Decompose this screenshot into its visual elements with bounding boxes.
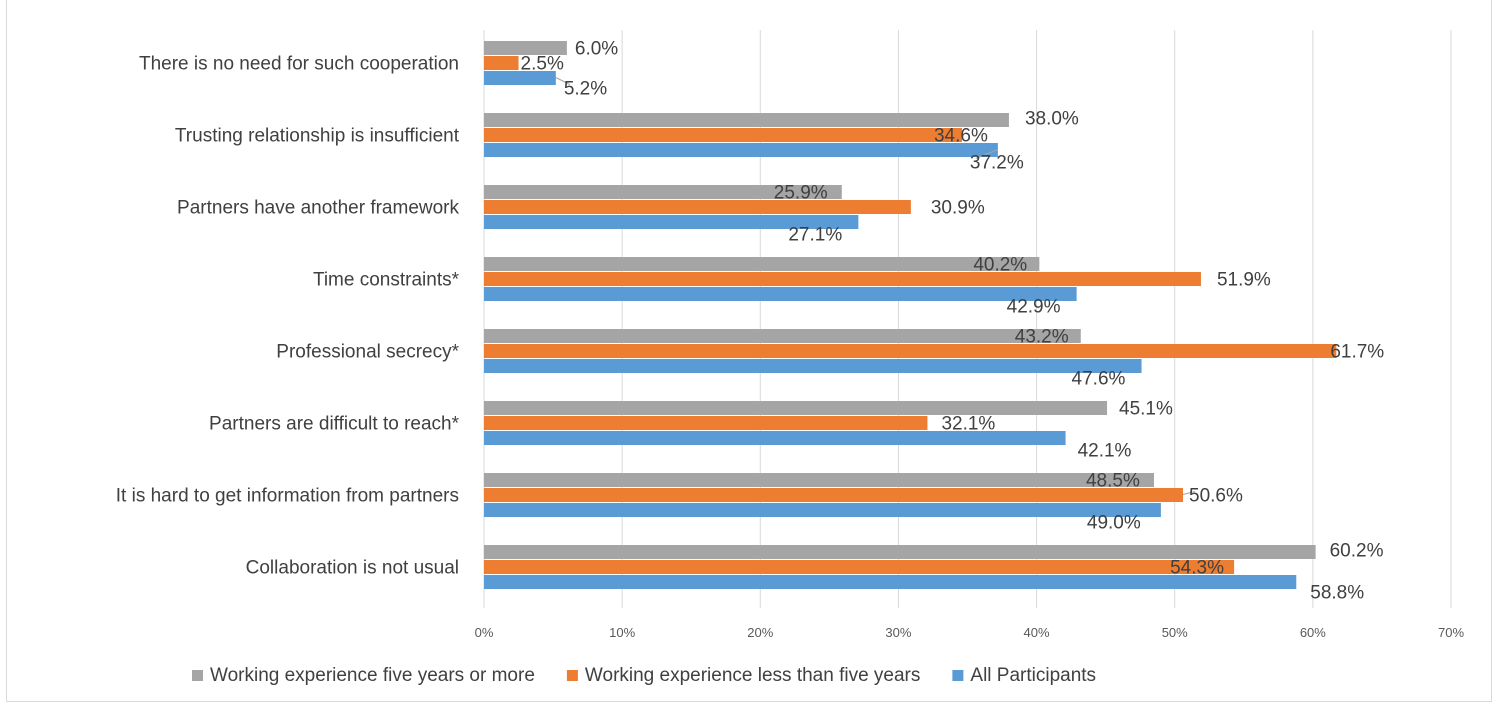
leader-line [979,260,1040,264]
data-label: 60.2% [1330,541,1384,562]
category-label: Partners are difficult to reach* [209,414,460,435]
x-tick-labels: 0% 10% 20% 30% 40% 50% 60% 70% [475,625,1465,640]
bar [484,185,842,199]
data-label: 43.2% [1015,327,1069,348]
x-tick-label: 20% [747,625,773,640]
legend-entry: Working experience less than five years [585,665,920,686]
bar [484,488,1184,502]
category-label: It is hard to get information from partn… [116,486,459,507]
bar [484,416,928,430]
x-tick-label: 10% [609,625,635,640]
legend-swatch [192,670,203,681]
data-label: 42.9% [1007,297,1061,318]
category-label: There is no need for such cooperation [139,54,459,75]
bar [484,287,1077,301]
leader-lines [555,77,1196,495]
data-labels: 6.0% 2.5%5.2% 38.0% 34.6% 37.2% 25.9% 30.9% 27.… [521,39,1385,604]
bar [484,503,1161,517]
data-label: 50.6% [1189,486,1243,507]
data-label: 30.9% [931,198,985,219]
bar [484,113,1009,127]
category-label: Collaboration is not usual [246,558,459,579]
category-label: Time constraints* [313,270,460,291]
bar [484,431,1066,445]
x-tick-label: 30% [885,625,911,640]
bar [484,215,859,229]
bar-chart: There is no need for such cooperation Tru… [116,30,1465,686]
data-label: 47.6% [1072,369,1126,390]
data-label: 32.1% [941,414,995,435]
x-tick-label: 40% [1024,625,1050,640]
data-label: 48.5% [1086,471,1140,492]
legend: Working experience five years or more Wor… [192,665,1096,686]
x-tick-label: 60% [1300,625,1326,640]
data-label: 25.9% [774,183,828,204]
legend-entry: All Participants [970,665,1096,686]
category-label: Partners have another framework [177,198,459,219]
chart-frame: There is no need for such cooperation Tru… [6,0,1492,702]
data-label: 34.6% [934,126,988,147]
bar [484,71,556,85]
bar [484,41,567,55]
leader-line [1182,491,1196,495]
legend-swatch [566,670,578,681]
bar [484,143,998,157]
category-label: Trusting relationship is insufficient [175,126,460,147]
bar [484,272,1201,286]
leader-line [1091,476,1155,480]
data-label: 37.2% [970,153,1024,174]
bars [484,41,1337,589]
x-tick-label: 0% [475,625,494,640]
category-labels: There is no need for such cooperation Tru… [116,54,460,579]
data-label: 38.0% [1025,109,1079,130]
data-label: 6.0% [575,39,618,60]
legend-entry: Working experience five years or more [210,665,535,686]
bar [484,329,1081,343]
bar [484,560,1235,574]
data-label: 42.1% [1078,441,1132,462]
bar [484,128,962,142]
bar [484,200,911,214]
legend-swatch [952,670,964,681]
data-label: 49.0% [1087,513,1141,534]
bar [484,473,1154,487]
bar [484,56,519,70]
data-label: 61.7% [1330,342,1384,363]
data-label: 5.2% [564,79,607,100]
bar [484,359,1142,373]
x-tick-label: 70% [1438,625,1464,640]
data-label: 51.9% [1217,270,1271,291]
leader-line [975,149,999,159]
bar [484,401,1108,415]
bar [484,257,1040,271]
leader-line [555,77,571,85]
data-label: 27.1% [788,225,842,246]
x-tick-label: 50% [1162,625,1188,640]
category-label: Professional secrecy* [276,342,459,363]
data-label: 2.5% [521,54,564,75]
data-label: 40.2% [973,255,1027,276]
bar [484,545,1316,559]
bar [484,344,1337,358]
leader-line [779,188,842,192]
data-label: 58.8% [1310,583,1364,604]
data-label: 45.1% [1119,399,1173,420]
bar [484,575,1297,589]
data-label: 54.3% [1170,558,1224,579]
